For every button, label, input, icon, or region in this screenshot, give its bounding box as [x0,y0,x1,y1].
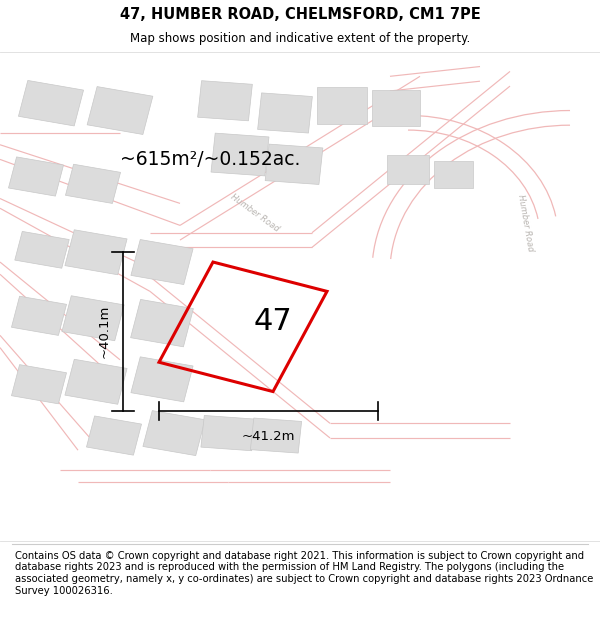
Text: 47: 47 [254,308,292,336]
Polygon shape [197,81,253,121]
Polygon shape [250,418,302,453]
Polygon shape [265,144,323,184]
Text: Humber Road: Humber Road [515,194,535,252]
Polygon shape [257,93,313,133]
Polygon shape [65,359,127,404]
Polygon shape [65,164,121,204]
Polygon shape [387,154,429,184]
Text: ~615m²/~0.152ac.: ~615m²/~0.152ac. [120,150,301,169]
Polygon shape [372,90,420,126]
Polygon shape [433,161,473,188]
Polygon shape [131,357,193,402]
Polygon shape [317,88,367,124]
Polygon shape [143,411,205,456]
Polygon shape [131,299,193,347]
Text: Contains OS data © Crown copyright and database right 2021. This information is : Contains OS data © Crown copyright and d… [15,551,593,596]
Text: 47, HUMBER ROAD, CHELMSFORD, CM1 7PE: 47, HUMBER ROAD, CHELMSFORD, CM1 7PE [119,7,481,22]
Polygon shape [15,231,69,268]
Polygon shape [211,133,269,176]
Polygon shape [201,416,255,451]
Text: ~41.2m: ~41.2m [242,429,295,442]
Polygon shape [131,239,193,284]
Polygon shape [86,416,142,455]
Polygon shape [11,296,67,336]
Text: Humber Road: Humber Road [229,192,281,234]
Polygon shape [62,296,124,341]
Polygon shape [8,157,64,196]
Polygon shape [65,230,127,275]
Text: ~40.1m: ~40.1m [97,305,110,358]
Polygon shape [19,81,83,126]
Polygon shape [87,87,153,134]
Text: Map shows position and indicative extent of the property.: Map shows position and indicative extent… [130,32,470,46]
Polygon shape [11,364,67,404]
